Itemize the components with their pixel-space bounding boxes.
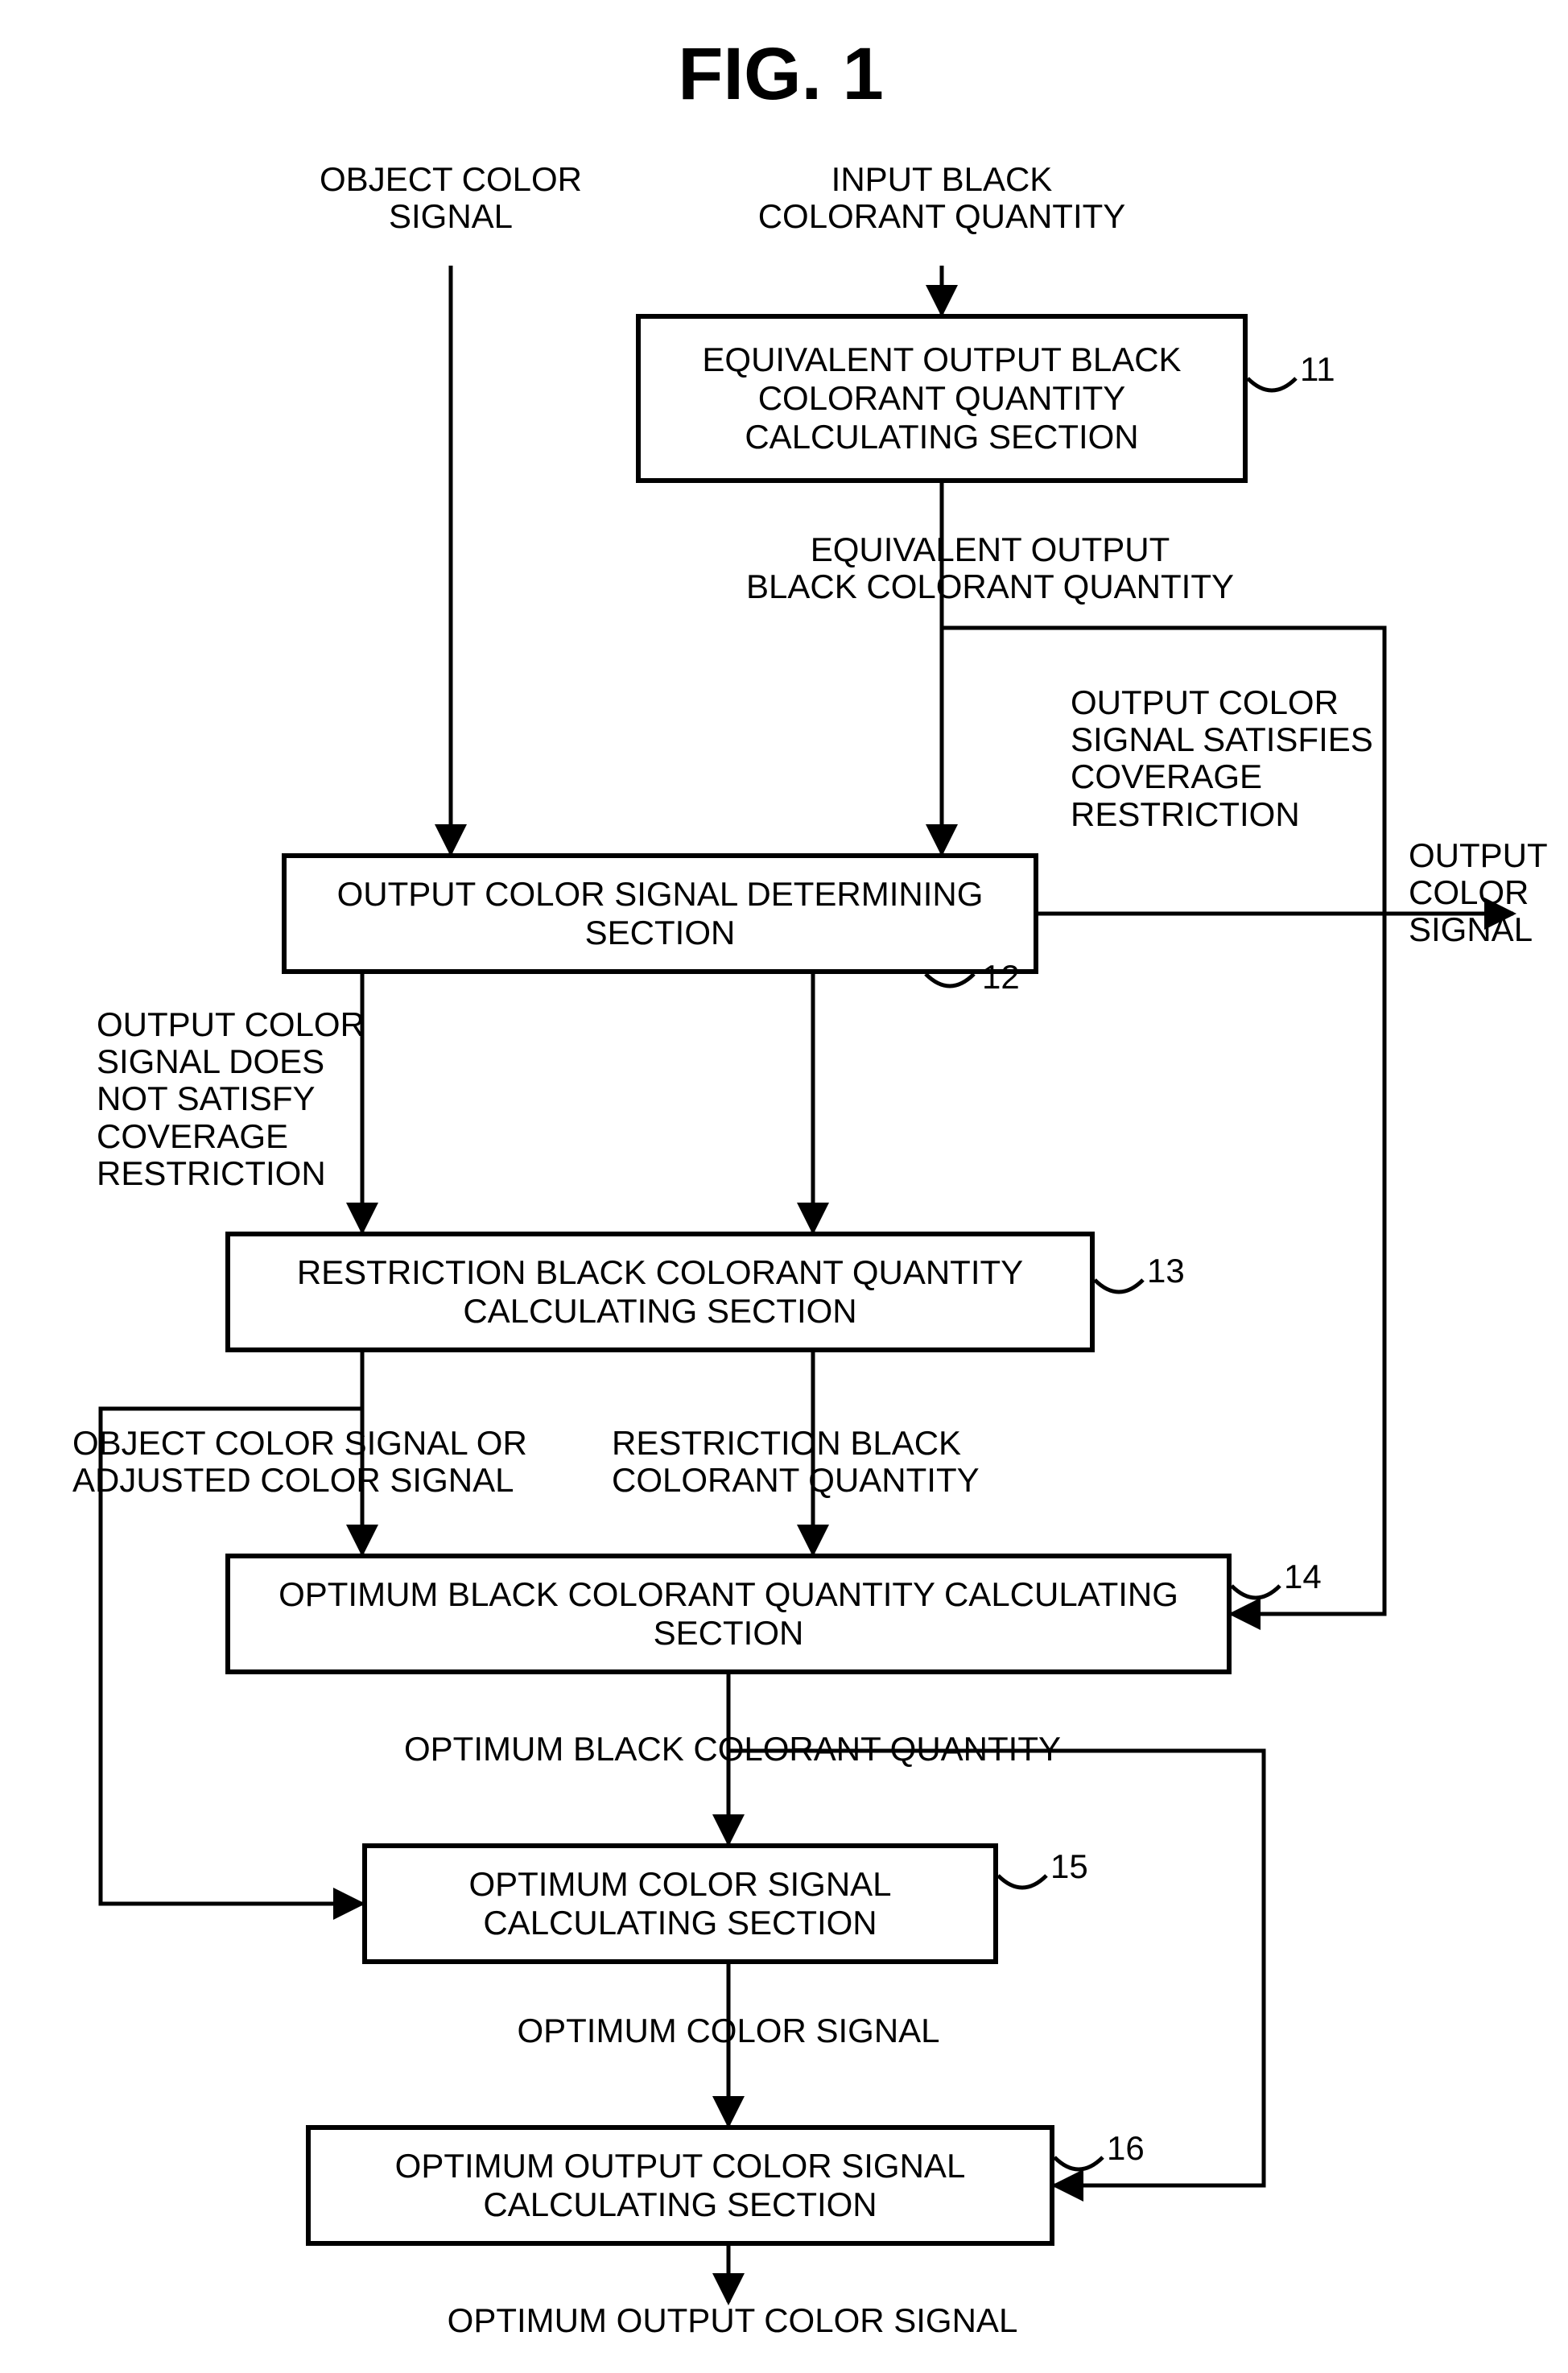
box-13-text: RESTRICTION BLACK COLORANT QUANTITY CALC… [230, 1253, 1090, 1331]
box-15-text: OPTIMUM COLOR SIGNAL CALCULATING SECTION [367, 1865, 993, 1943]
label-not-satisfy-coverage: OUTPUT COLOR SIGNAL DOES NOT SATISFY COV… [97, 1006, 435, 1192]
label-optimum-black-qty: OPTIMUM BLACK COLORANT QUANTITY [290, 1731, 1175, 1768]
ref-16: 16 [1107, 2129, 1145, 2168]
ref-15: 15 [1050, 1847, 1088, 1886]
figure-title: FIG. 1 [580, 32, 982, 117]
ref-11: 11 [1300, 350, 1335, 389]
box-11-equivalent-output-black: EQUIVALENT OUTPUT BLACK COLORANT QUANTIT… [636, 314, 1248, 483]
box-11-text: EQUIVALENT OUTPUT BLACK COLORANT QUANTIT… [641, 340, 1243, 457]
label-satisfies-coverage: OUTPUT COLOR SIGNAL SATISFIES COVERAGE R… [1071, 684, 1409, 833]
wire-ref15-tick [998, 1876, 1046, 1888]
wire-ref13-tick [1095, 1280, 1143, 1292]
box-12-output-color-determining: OUTPUT COLOR SIGNAL DETERMINING SECTION [282, 853, 1038, 974]
box-16-optimum-output-color: OPTIMUM OUTPUT COLOR SIGNAL CALCULATING … [306, 2125, 1054, 2246]
box-12-text: OUTPUT COLOR SIGNAL DETERMINING SECTION [287, 875, 1034, 953]
box-14-text: OPTIMUM BLACK COLORANT QUANTITY CALCULAT… [230, 1575, 1227, 1653]
label-input-black: INPUT BLACK COLORANT QUANTITY [676, 161, 1207, 235]
box-16-text: OPTIMUM OUTPUT COLOR SIGNAL CALCULATING … [311, 2147, 1050, 2225]
label-restriction-black-qty: RESTRICTION BLACK COLORANT QUANTITY [612, 1425, 1111, 1499]
wire-optblack-to-16 [728, 1751, 1264, 2185]
wire-ref11-tick [1248, 378, 1296, 390]
wire-ref16-tick [1054, 2157, 1103, 2169]
ref-13: 13 [1147, 1252, 1185, 1290]
label-object-or-adjusted: OBJECT COLOR SIGNAL OR ADJUSTED COLOR SI… [72, 1425, 620, 1499]
wire-ref12-tick [926, 974, 974, 986]
flowchart-canvas: FIG. 1 OBJECT COLOR SIGNAL INPUT BLACK C… [0, 0, 1568, 2373]
wire-ref14-tick [1232, 1586, 1280, 1598]
label-output-color-signal: OUTPUT COLOR SIGNAL [1409, 837, 1568, 949]
box-14-optimum-black: OPTIMUM BLACK COLORANT QUANTITY CALCULAT… [225, 1554, 1232, 1674]
ref-14: 14 [1284, 1558, 1322, 1596]
ref-12: 12 [982, 958, 1020, 997]
box-15-optimum-color: OPTIMUM COLOR SIGNAL CALCULATING SECTION [362, 1843, 998, 1964]
label-object-color-signal: OBJECT COLOR SIGNAL [258, 161, 644, 235]
label-optimum-output-color-signal: OPTIMUM OUTPUT COLOR SIGNAL [322, 2302, 1143, 2339]
box-13-restriction-black: RESTRICTION BLACK COLORANT QUANTITY CALC… [225, 1232, 1095, 1352]
label-equivalent-output-black: EQUIVALENT OUTPUT BLACK COLORANT QUANTIT… [660, 531, 1320, 605]
label-optimum-color-signal: OPTIMUM COLOR SIGNAL [443, 2012, 1014, 2049]
